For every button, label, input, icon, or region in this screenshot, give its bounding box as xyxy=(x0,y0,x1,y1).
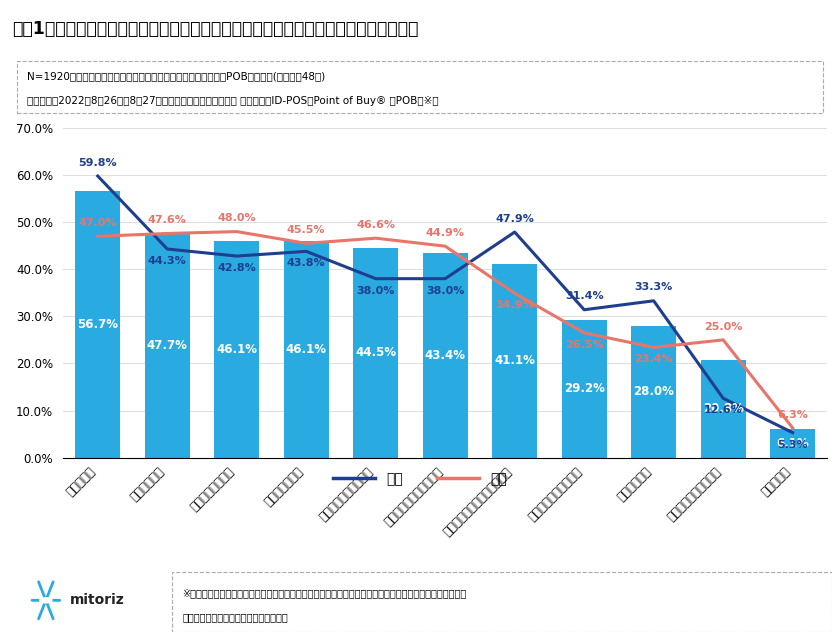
Text: 43.8%: 43.8% xyxy=(287,259,326,268)
Bar xyxy=(631,326,676,458)
Text: 48.0%: 48.0% xyxy=(218,213,256,223)
Text: 28.0%: 28.0% xyxy=(633,385,675,398)
Text: 47.9%: 47.9% xyxy=(496,214,534,224)
Text: 38.0%: 38.0% xyxy=(356,285,395,296)
Text: 6.1%: 6.1% xyxy=(776,436,809,450)
Text: 調査期間：2022年8月26日～8月27日　インターネットリサーチ マルチプルID-POS「Point of Buy® （POB）※」: 調査期間：2022年8月26日～8月27日 インターネットリサーチ マルチプルI… xyxy=(27,96,438,106)
Text: mitoriz: mitoriz xyxy=(70,593,125,607)
Text: 6.3%: 6.3% xyxy=(777,410,808,420)
Text: 47.6%: 47.6% xyxy=(148,215,186,225)
Text: 25.0%: 25.0% xyxy=(704,321,743,332)
Text: 47.0%: 47.0% xyxy=(78,218,117,228)
Text: 5.3%: 5.3% xyxy=(777,440,808,449)
Text: 38.0%: 38.0% xyxy=(426,285,465,296)
Text: 34.9%: 34.9% xyxy=(496,300,534,310)
Text: 44.9%: 44.9% xyxy=(426,228,465,238)
Bar xyxy=(144,233,190,458)
Text: 20.8%: 20.8% xyxy=(703,402,743,415)
Legend: 男性, 女性: 男性, 女性 xyxy=(328,467,512,492)
Text: 44.5%: 44.5% xyxy=(355,346,396,359)
Text: プルリテール購買データのデータベース: プルリテール購買データのデータベース xyxy=(182,612,288,622)
Text: 46.1%: 46.1% xyxy=(286,342,327,356)
Bar xyxy=(701,360,746,458)
Text: N=1920人、睡眠に関して何かしら悩みがあると回答した全国のPOB会員男女(平均年齢48歳): N=1920人、睡眠に関して何かしら悩みがあると回答した全国のPOB会員男女(平… xyxy=(27,71,326,81)
Text: 29.2%: 29.2% xyxy=(564,382,605,396)
Bar xyxy=(770,429,816,458)
Bar xyxy=(75,191,120,458)
Bar xyxy=(284,241,328,458)
Text: 44.3%: 44.3% xyxy=(148,256,186,266)
Text: 図表1）睡眠に関して抱える悩みについて、あてはまるものをすべてお選びください。: 図表1）睡眠に関して抱える悩みについて、あてはまるものをすべてお選びください。 xyxy=(13,20,419,38)
FancyBboxPatch shape xyxy=(172,572,832,632)
Bar xyxy=(562,320,606,458)
Text: 59.8%: 59.8% xyxy=(78,157,117,168)
Bar xyxy=(423,253,468,458)
Bar xyxy=(353,248,398,458)
FancyBboxPatch shape xyxy=(17,61,823,113)
Text: ※全国の消費者から実際に購入したレシートを収集し、ブランドカテゴリごとにレシートを集計したマルチ: ※全国の消費者から実際に購入したレシートを収集し、ブランドカテゴリごとにレシート… xyxy=(182,588,466,598)
Bar xyxy=(214,241,260,458)
Text: 43.4%: 43.4% xyxy=(425,349,465,362)
Circle shape xyxy=(39,598,52,603)
Text: 41.1%: 41.1% xyxy=(494,355,535,367)
Text: 12.6%: 12.6% xyxy=(704,405,743,415)
Text: 46.1%: 46.1% xyxy=(216,342,257,356)
Text: 31.4%: 31.4% xyxy=(564,291,603,301)
Text: 23.4%: 23.4% xyxy=(634,355,673,364)
Text: 42.8%: 42.8% xyxy=(218,263,256,273)
Text: 33.3%: 33.3% xyxy=(634,282,673,292)
Text: 26.5%: 26.5% xyxy=(564,340,603,350)
Text: 46.6%: 46.6% xyxy=(356,220,395,230)
Text: 47.7%: 47.7% xyxy=(147,339,187,352)
Bar xyxy=(492,264,538,458)
Text: 45.5%: 45.5% xyxy=(287,225,325,235)
Text: 56.7%: 56.7% xyxy=(77,317,118,331)
